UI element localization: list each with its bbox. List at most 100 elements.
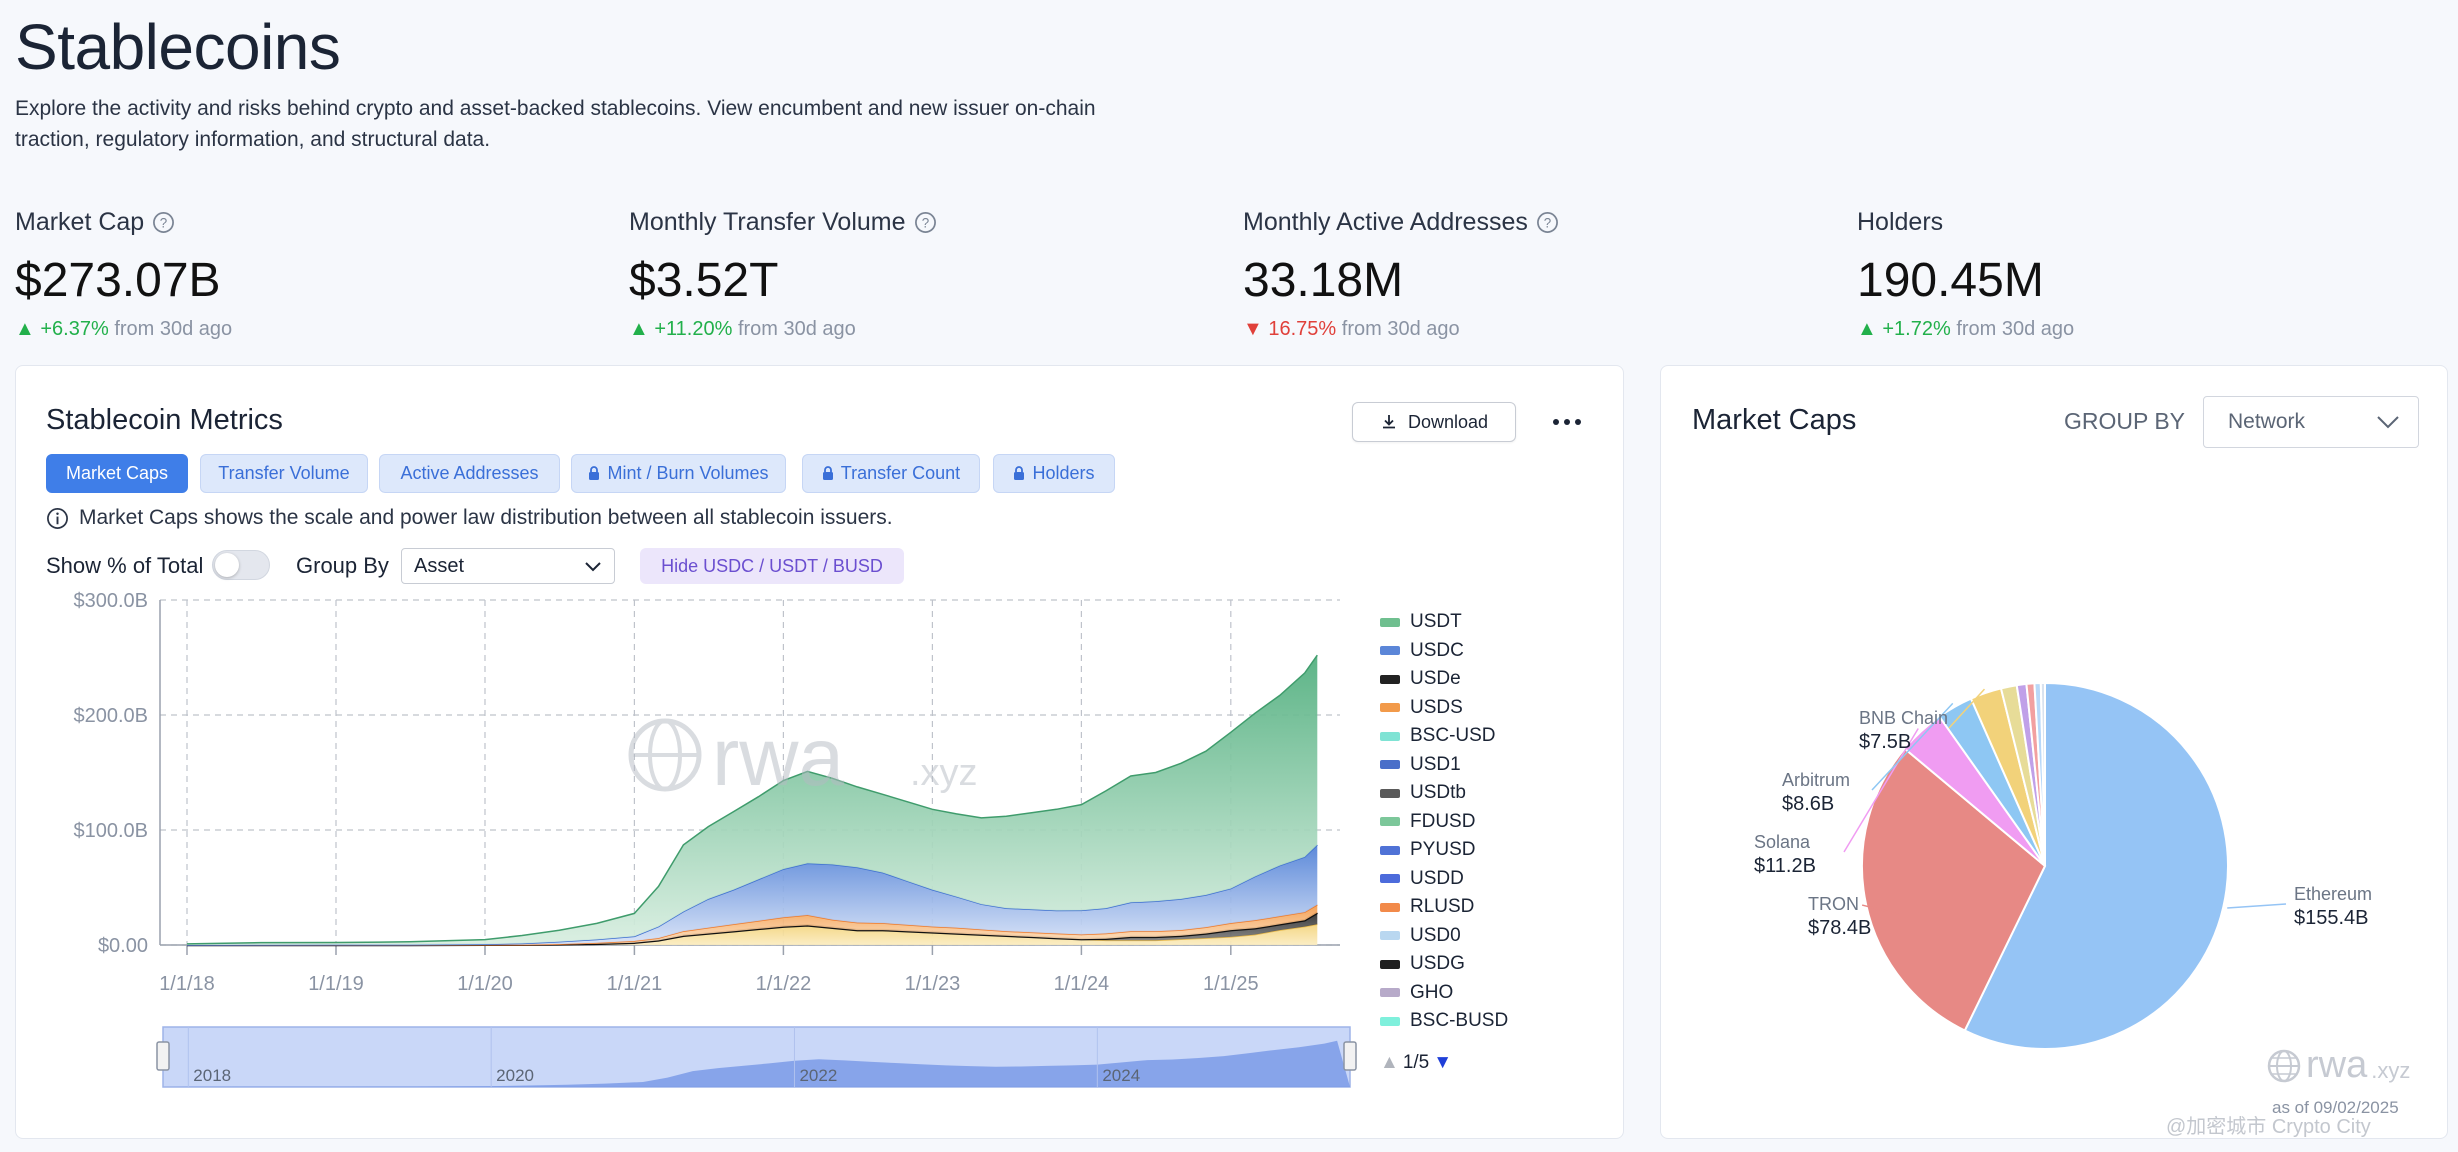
stat-holders: Holders 190.45M ▲ +1.72% from 30d ago <box>1857 205 2457 341</box>
info-icon <box>47 507 68 529</box>
pie-label-value: $155.4B <box>2294 907 2369 929</box>
pie-label-name: TRON <box>1808 894 1859 914</box>
metrics-title: Stablecoin Metrics <box>46 404 283 436</box>
legend-item[interactable]: USDD <box>1380 865 1540 894</box>
stat-label: Monthly Active Addresses <box>1243 207 1528 236</box>
legend-label: USDG <box>1410 953 1465 975</box>
legend-item[interactable]: BSC-USD <box>1380 722 1540 751</box>
stat-label: Monthly Transfer Volume <box>629 207 906 236</box>
x-tick-label: 1/1/25 <box>1203 973 1259 995</box>
legend-item[interactable]: FDUSD <box>1380 808 1540 837</box>
as-of-date: as of 09/02/2025 <box>2272 1098 2399 1117</box>
pie-leader-line <box>1948 688 1986 729</box>
download-label: Download <box>1407 411 1489 432</box>
down-arrow-icon: ▼ <box>1243 318 1263 340</box>
tab-market-caps[interactable]: Market Caps <box>46 454 188 493</box>
network-select-value: Network <box>2228 410 2306 433</box>
download-button[interactable]: Download <box>1352 402 1516 442</box>
metrics-info: Market Caps shows the scale and power la… <box>46 506 893 530</box>
x-tick-label: 1/1/21 <box>607 973 663 995</box>
line-series-usdt <box>186 654 1318 945</box>
legend-swatch <box>1380 788 1400 798</box>
tab-holders[interactable]: Holders <box>993 454 1115 493</box>
legend-item[interactable]: USD1 <box>1380 751 1540 780</box>
legend-label: FDUSD <box>1410 810 1476 832</box>
legend-item[interactable]: GHO <box>1380 979 1540 1008</box>
legend-item[interactable]: USDT <box>1380 608 1540 637</box>
tab-label: Market Caps <box>65 463 169 483</box>
help-icon[interactable]: ? <box>1536 211 1559 234</box>
pie-leader-line <box>1843 728 1919 853</box>
navigator-label: 2020 <box>496 1066 534 1085</box>
legend-label: USD0 <box>1410 924 1461 946</box>
legend-label: BSC-BUSD <box>1410 1010 1509 1032</box>
group-by-select[interactable]: Asset <box>401 548 615 584</box>
navigator-label: 2024 <box>1102 1066 1140 1085</box>
legend-label: USD1 <box>1410 753 1461 775</box>
tab-mint-burn-volumes[interactable]: Mint / Burn Volumes <box>571 454 786 493</box>
group-by-value: Asset <box>414 554 465 577</box>
legend-item[interactable]: USDtb <box>1380 779 1540 808</box>
svg-text:?: ? <box>160 215 167 230</box>
x-tick-label: 1/1/20 <box>457 973 513 995</box>
pie-leader-line <box>1871 702 1954 791</box>
legend-label: BSC-USD <box>1410 725 1496 747</box>
pie-label-name: Arbitrum <box>1782 770 1850 790</box>
pie-slice <box>1963 681 2229 1050</box>
pie-label-name: BNB Chain <box>1859 708 1948 728</box>
footer-watermark: @加密城市 Crypto City <box>2166 1116 2371 1138</box>
pie-label-value: $11.2B <box>1754 855 1816 877</box>
download-icon <box>1382 415 1395 429</box>
stat-change: +6.37% <box>40 318 109 340</box>
help-icon[interactable]: ? <box>152 211 175 234</box>
hide-major-stablecoins-button[interactable]: Hide USDC / USDT / BUSD <box>640 548 904 584</box>
help-icon[interactable]: ? <box>914 211 937 234</box>
show-pct-toggle[interactable] <box>212 550 270 580</box>
legend-item[interactable]: RLUSD <box>1380 893 1540 922</box>
watermark-text: rwa <box>712 712 845 803</box>
up-arrow-icon: ▲ <box>1857 318 1877 340</box>
network-select[interactable]: Network <box>2203 396 2419 448</box>
legend-item[interactable]: USD0 <box>1380 922 1540 951</box>
chevron-down-icon <box>2377 416 2399 429</box>
legend-item[interactable]: USDC <box>1380 637 1540 666</box>
chart-legend: USDT USDC USDe USDS BSC-USD USD1 USDtb FDUSD PYU… <box>1380 608 1540 1036</box>
navigator-handle[interactable] <box>1343 1041 1357 1071</box>
tab-transfer-count[interactable]: Transfer Count <box>802 454 980 493</box>
navigator-handle[interactable] <box>156 1041 170 1071</box>
legend-swatch <box>1380 817 1400 827</box>
market-caps-pie-chart: Ethereum $155.4B TRON $78.4B Solana $11.2B Arb… <box>1754 681 2372 1050</box>
legend-swatch <box>1380 731 1400 741</box>
page-description: Explore the activity and risks behind cr… <box>15 97 1096 151</box>
legend-swatch <box>1380 902 1400 912</box>
lock-icon <box>822 466 833 480</box>
tab-active-addresses[interactable]: Active Addresses <box>379 454 560 493</box>
pie-label-value: $78.4B <box>1808 917 1871 939</box>
legend-label: USDD <box>1410 867 1464 889</box>
more-options-icon[interactable] <box>1550 410 1584 434</box>
legend-item[interactable]: USDG <box>1380 950 1540 979</box>
pie-label-value: $8.6B <box>1782 793 1834 815</box>
tab-label: Holders <box>1032 463 1095 483</box>
market-caps-groupby-label: GROUP BY <box>2064 408 2185 434</box>
pie-watermark: rwa .xyz <box>2266 1044 2410 1087</box>
navigator-label: 2018 <box>193 1066 231 1085</box>
legend-swatch <box>1380 1016 1400 1026</box>
legend-item[interactable]: USDS <box>1380 694 1540 723</box>
info-text: Market Caps shows the scale and power la… <box>79 506 893 529</box>
lock-icon <box>1014 466 1025 480</box>
stat-suffix: from 30d ago <box>1341 318 1460 340</box>
legend-item[interactable]: USDe <box>1380 665 1540 694</box>
stat-change: 16.75% <box>1268 318 1337 340</box>
page-up-icon[interactable]: ▲ <box>1380 1052 1399 1073</box>
pie-slice <box>2039 681 2046 867</box>
stat-active-addresses: Monthly Active Addresses? 33.18M ▼ 16.75… <box>1243 205 1843 341</box>
legend-item[interactable]: PYUSD <box>1380 836 1540 865</box>
tab-transfer-volume[interactable]: Transfer Volume <box>200 454 368 493</box>
legend-item[interactable]: BSC-BUSD <box>1380 1007 1540 1036</box>
tab-label: Transfer Volume <box>218 463 350 483</box>
page-title: Stablecoins <box>15 11 341 83</box>
legend-swatch <box>1380 845 1400 855</box>
page-down-icon[interactable]: ▼ <box>1433 1052 1453 1073</box>
stat-value: $273.07B <box>15 254 221 307</box>
